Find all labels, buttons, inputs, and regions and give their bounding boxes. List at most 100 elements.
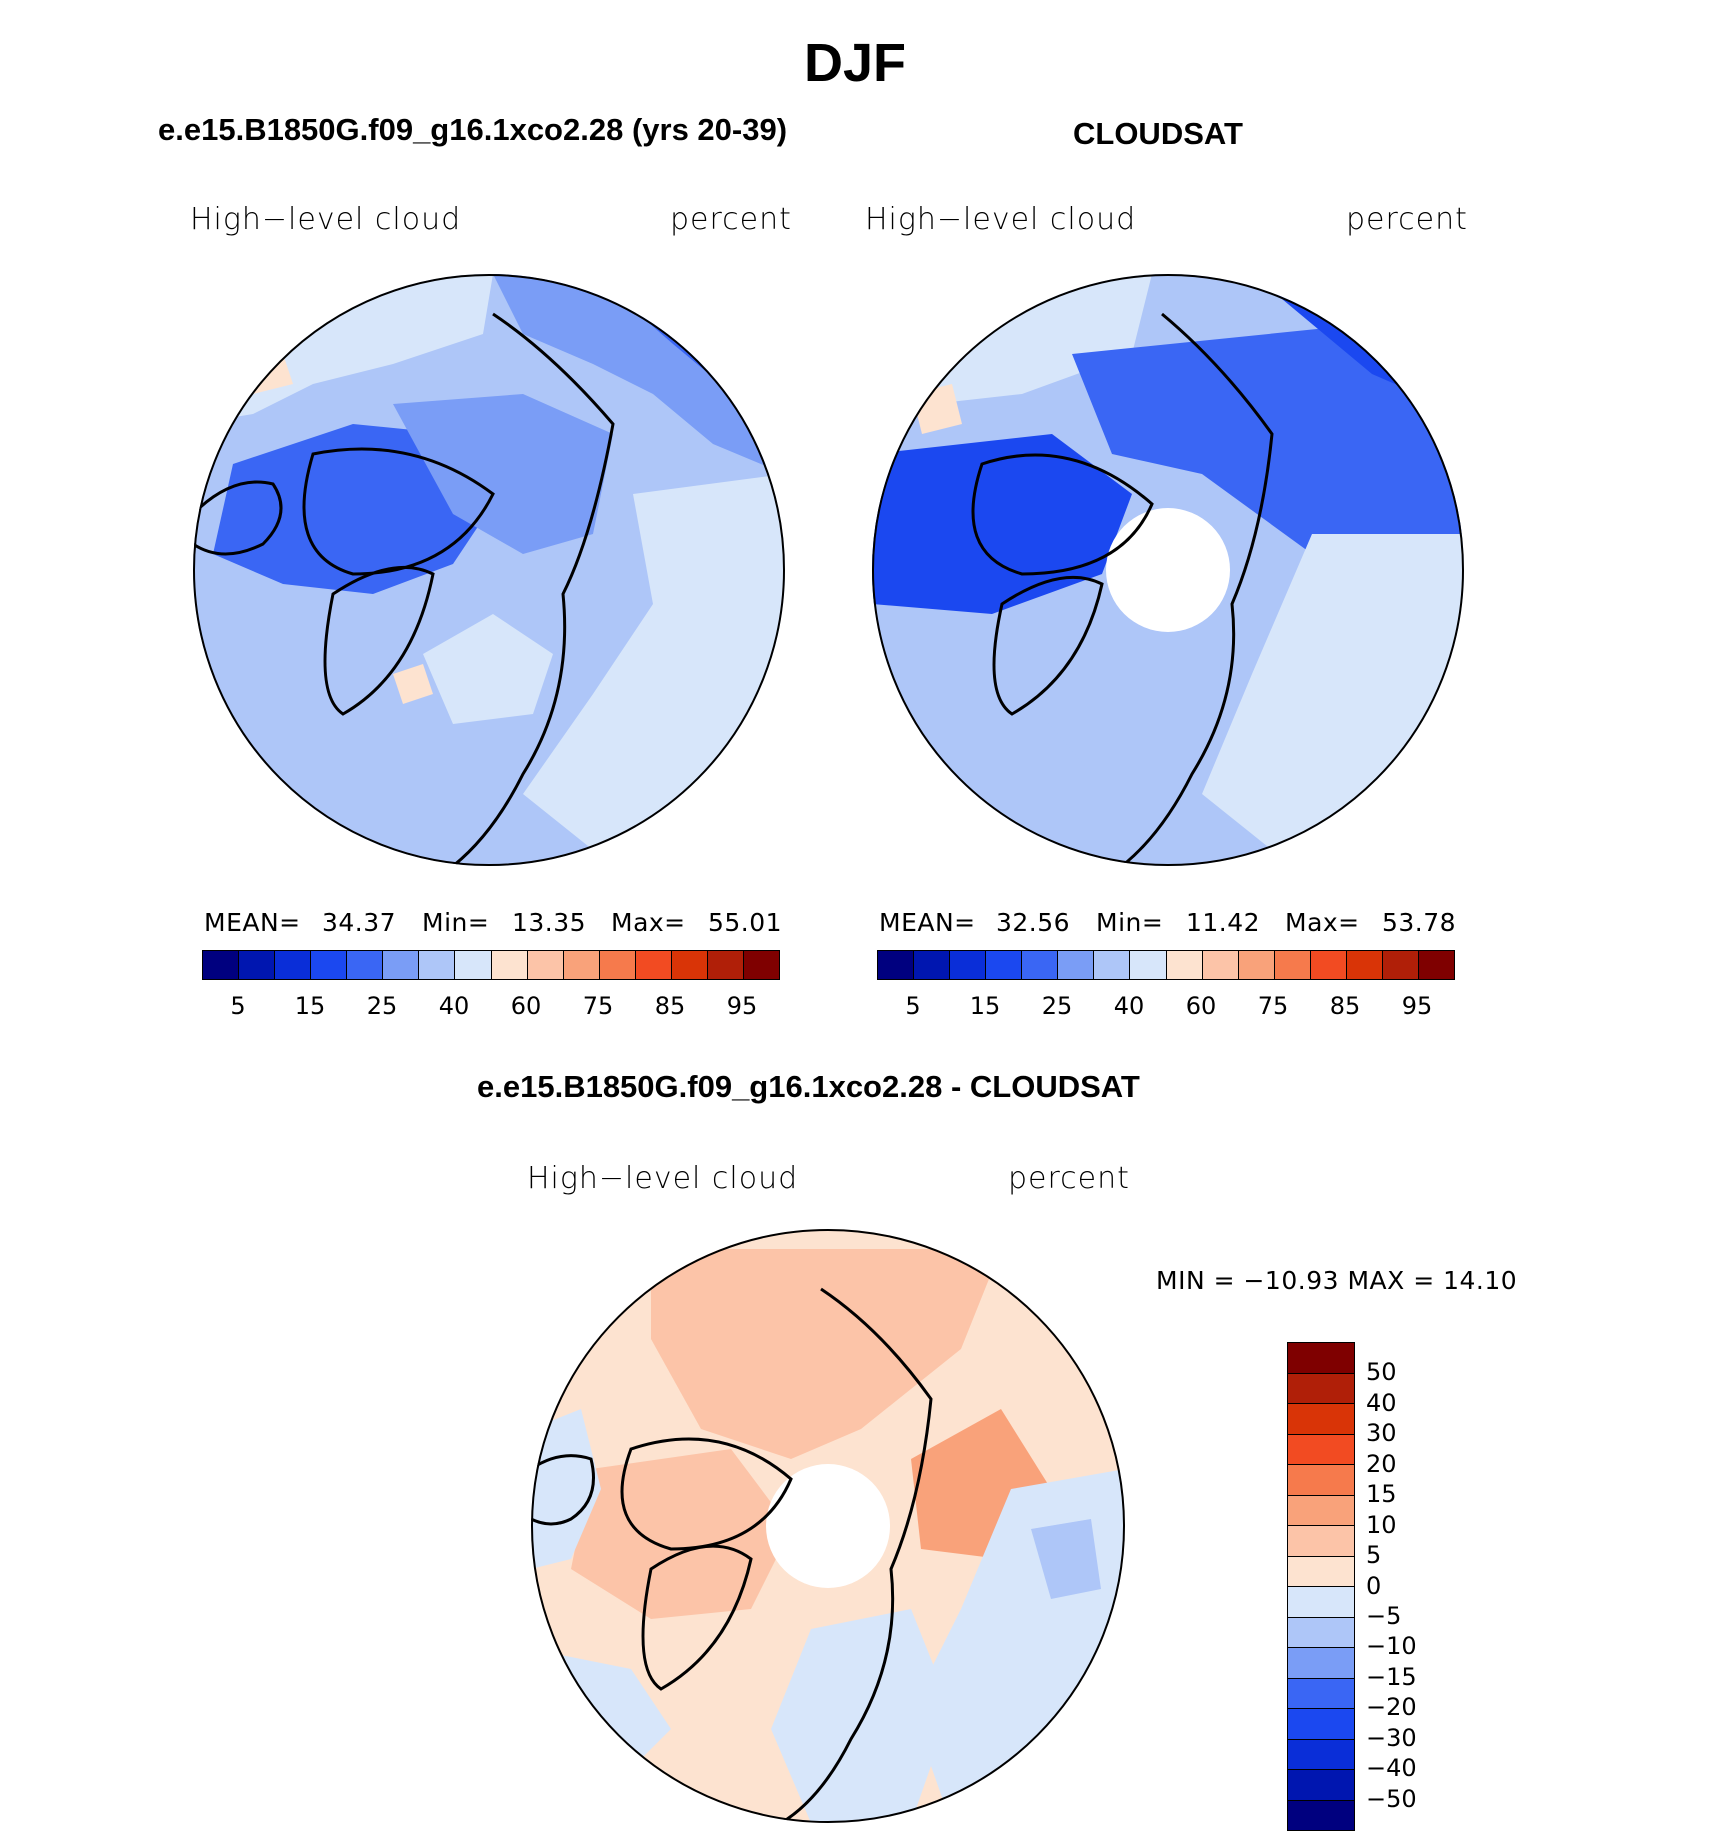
obs-colorbar-swatch bbox=[1309, 951, 1346, 979]
coastline-outline bbox=[780, 1287, 933, 1823]
diff-units-label: percent bbox=[1008, 1161, 1130, 1196]
obs-colorbar-tick-label: 85 bbox=[1329, 992, 1361, 1020]
model-colorbar-swatch bbox=[454, 951, 491, 979]
diff-colorbar-swatch bbox=[1288, 1464, 1354, 1495]
map-border bbox=[193, 274, 785, 866]
diff-colorbar-swatch bbox=[1288, 1708, 1354, 1739]
model-max-value: 55.01 bbox=[708, 908, 783, 937]
diff-panel-title: e.e15.B1850G.f09_g16.1xco2.28 - CLOUDSAT bbox=[477, 1069, 1140, 1104]
obs-colorbar-swatch bbox=[1093, 951, 1130, 979]
model-colorbar-swatch bbox=[562, 951, 599, 979]
obs-polar-map bbox=[872, 274, 1464, 866]
obs-mean-value: 32.56 bbox=[996, 908, 1071, 937]
obs-colorbar-tick-label: 5 bbox=[905, 992, 921, 1020]
model-mean-label: MEAN= bbox=[204, 908, 301, 937]
coastline-outline bbox=[971, 453, 1154, 576]
model-colorbar-tick-label: 60 bbox=[510, 992, 542, 1020]
model-colorbar-swatch bbox=[418, 951, 455, 979]
obs-colorbar-tick-label: 75 bbox=[1257, 992, 1289, 1020]
diff-colorbar-swatch bbox=[1288, 1799, 1354, 1830]
obs-colorbar-swatch bbox=[913, 951, 950, 979]
model-colorbar-swatch bbox=[490, 951, 527, 979]
diff-colorbar-tick-label: −10 bbox=[1366, 1632, 1417, 1661]
diff-colorbar-swatch bbox=[1288, 1555, 1354, 1586]
diff-colorbar-tick-label: −50 bbox=[1366, 1784, 1417, 1813]
map-region-dark bbox=[213, 424, 493, 594]
diff-colorbar-swatch bbox=[1288, 1494, 1354, 1525]
diff-colorbar-tick-label: −5 bbox=[1366, 1601, 1402, 1630]
obs-max-label: Max= bbox=[1285, 908, 1360, 937]
obs-units-label: percent bbox=[1346, 202, 1468, 237]
coastline-outline bbox=[452, 312, 615, 866]
obs-colorbar-swatch bbox=[1021, 951, 1058, 979]
model-variable-label: High−level cloud bbox=[190, 202, 462, 237]
map-border bbox=[872, 274, 1464, 866]
model-colorbar-swatch bbox=[706, 951, 743, 979]
model-colorbar-swatch bbox=[203, 951, 239, 979]
obs-colorbar-swatch bbox=[1345, 951, 1382, 979]
map-polar-gap bbox=[766, 1464, 890, 1588]
map-region-negative-strong bbox=[1031, 1519, 1101, 1599]
diff-colorbar-tick-label: −40 bbox=[1366, 1754, 1417, 1783]
diff-colorbar-tick-label: 50 bbox=[1366, 1358, 1397, 1387]
model-colorbar-tick-label: 15 bbox=[294, 992, 326, 1020]
diff-colorbar-swatch bbox=[1288, 1769, 1354, 1800]
coastline-outline bbox=[620, 1437, 793, 1551]
model-units-label: percent bbox=[670, 202, 792, 237]
obs-colorbar-tick-label: 15 bbox=[969, 992, 1001, 1020]
obs-colorbar-swatch bbox=[1237, 951, 1274, 979]
model-polar-map bbox=[193, 274, 785, 866]
model-colorbar-swatch bbox=[382, 951, 419, 979]
obs-colorbar-swatch bbox=[949, 951, 986, 979]
map-region-dark bbox=[1072, 314, 1464, 554]
obs-colorbar-tick-label: 60 bbox=[1185, 992, 1217, 1020]
map-region-negative bbox=[531, 1409, 601, 1569]
coastline-outline bbox=[323, 565, 435, 716]
diff-colorbar-swatch bbox=[1288, 1738, 1354, 1769]
obs-colorbar-swatch bbox=[878, 951, 914, 979]
map-region-positive bbox=[393, 664, 433, 704]
coastline-outline bbox=[302, 447, 495, 576]
diff-colorbar-swatch bbox=[1288, 1372, 1354, 1403]
obs-colorbar-swatch bbox=[1057, 951, 1094, 979]
coastline-outline bbox=[641, 1544, 753, 1691]
obs-colorbar-swatch bbox=[1201, 951, 1238, 979]
model-colorbar-swatch bbox=[634, 951, 671, 979]
model-colorbar bbox=[202, 950, 780, 980]
page-title: DJF bbox=[803, 33, 906, 93]
model-colorbar-swatch bbox=[346, 951, 383, 979]
model-colorbar-tick-label: 40 bbox=[438, 992, 470, 1020]
diff-variable-label: High−level cloud bbox=[527, 1161, 799, 1196]
obs-colorbar-swatch bbox=[1129, 951, 1166, 979]
obs-min-value: 11.42 bbox=[1186, 908, 1261, 937]
obs-colorbar-tick-label: 25 bbox=[1041, 992, 1073, 1020]
obs-colorbar-tick-label: 40 bbox=[1113, 992, 1145, 1020]
obs-mean-label: MEAN= bbox=[879, 908, 976, 937]
obs-colorbar-swatch bbox=[1165, 951, 1202, 979]
coastline-outline bbox=[531, 1454, 595, 1526]
diff-colorbar-tick-label: 20 bbox=[1366, 1449, 1397, 1478]
map-region-negative bbox=[771, 1609, 951, 1823]
obs-colorbar-tick-label: 95 bbox=[1401, 992, 1433, 1020]
obs-colorbar bbox=[877, 950, 1455, 980]
diff-colorbar-swatch bbox=[1288, 1677, 1354, 1708]
map-border bbox=[531, 1229, 1125, 1823]
obs-panel-title: CLOUDSAT bbox=[1073, 116, 1243, 151]
obs-colorbar-swatch bbox=[1273, 951, 1310, 979]
map-region-mid bbox=[393, 394, 613, 554]
diff-colorbar bbox=[1287, 1342, 1355, 1831]
obs-variable-label: High−level cloud bbox=[865, 202, 1137, 237]
model-colorbar-swatch bbox=[598, 951, 635, 979]
model-colorbar-swatch bbox=[310, 951, 347, 979]
model-colorbar-swatch bbox=[670, 951, 707, 979]
diff-colorbar-tick-label: −30 bbox=[1366, 1723, 1417, 1752]
diff-colorbar-swatch bbox=[1288, 1586, 1354, 1617]
obs-colorbar-swatch bbox=[1417, 951, 1454, 979]
model-max-label: Max= bbox=[611, 908, 686, 937]
model-panel-title: e.e15.B1850G.f09_g16.1xco2.28 (yrs 20-39… bbox=[158, 112, 788, 147]
diff-colorbar-swatch bbox=[1288, 1616, 1354, 1647]
diff-colorbar-swatch bbox=[1288, 1403, 1354, 1434]
obs-colorbar-swatch bbox=[1381, 951, 1418, 979]
model-min-value: 13.35 bbox=[512, 908, 587, 937]
obs-colorbar-swatch bbox=[985, 951, 1022, 979]
